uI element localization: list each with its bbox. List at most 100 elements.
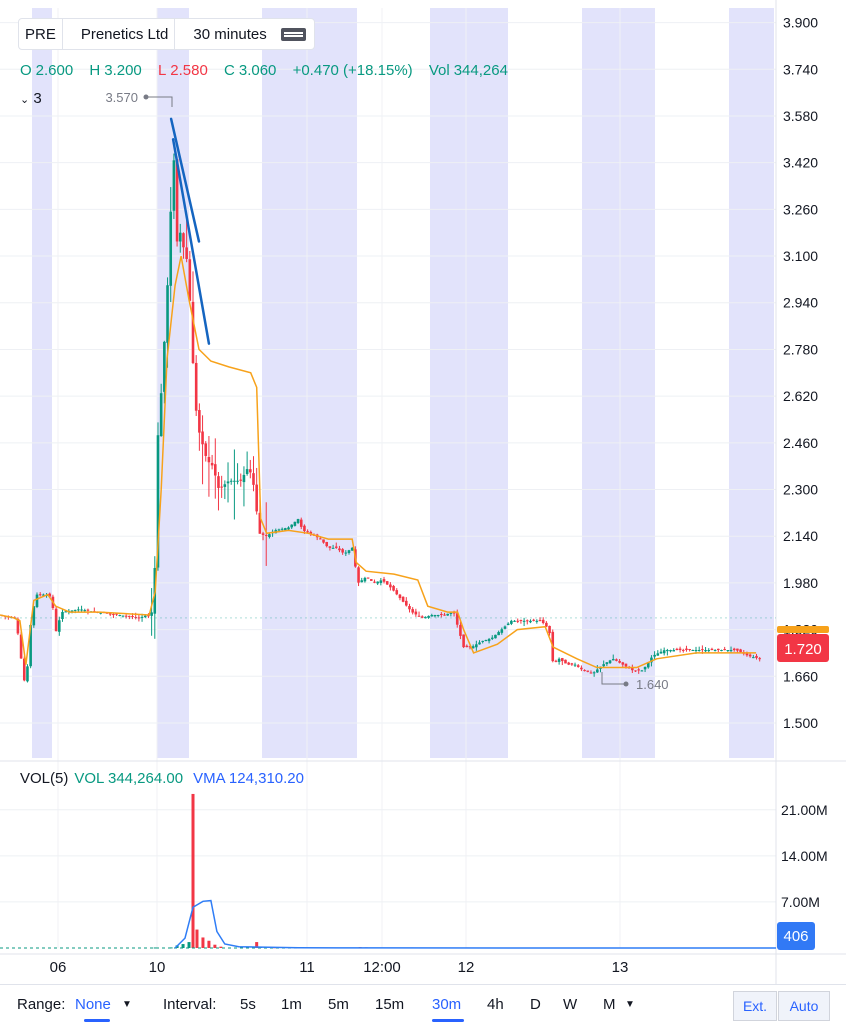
candle-body [729, 650, 733, 652]
candle-body [54, 608, 58, 632]
volume-legend: VOL(5) VOL 344,264.00 VMA 124,310.20 [20, 770, 304, 787]
candle-body [481, 640, 485, 642]
candle-body [249, 469, 252, 473]
change-value: +0.470 (+18.15%) [292, 62, 413, 79]
candle-body [57, 620, 61, 632]
time-tick-label: 12:00 [363, 959, 401, 976]
candle-body [701, 649, 704, 651]
interval-30m[interactable]: 30m [432, 996, 462, 1013]
candle-body [121, 615, 125, 617]
volume-tick-label: 21.00M [781, 802, 828, 818]
candle-body [433, 615, 437, 617]
candle-body [287, 527, 290, 530]
range-dropdown[interactable]: None [75, 996, 111, 1013]
candle-body [736, 648, 739, 651]
candle-body [306, 531, 309, 533]
candle-body [564, 659, 567, 664]
symbol-separator [61, 19, 75, 49]
candle-body [299, 519, 303, 527]
candle-body [666, 650, 669, 652]
candle-body [672, 650, 676, 652]
candle-body [163, 341, 166, 392]
candle-body [424, 616, 427, 619]
candle-body [583, 670, 586, 672]
interval-label: Interval: [163, 996, 217, 1013]
candle-body [506, 623, 510, 626]
interval-5m[interactable]: 5m [328, 996, 349, 1013]
candle-body [723, 649, 726, 651]
candle-body [513, 620, 516, 622]
candle-body [239, 479, 243, 481]
interval-15m[interactable]: 15m [375, 996, 405, 1013]
candle-body [401, 596, 405, 602]
candle-body [398, 594, 402, 599]
candle-body [207, 457, 211, 463]
candle-body [653, 654, 656, 657]
candle-body [350, 547, 354, 551]
candle-body [561, 658, 564, 662]
price-tick-label: 3.100 [783, 248, 818, 264]
candle-body [541, 619, 545, 624]
interval-1m[interactable]: 1m [281, 996, 302, 1013]
candle-body [621, 662, 625, 665]
candle-body [334, 546, 338, 548]
interval-w[interactable]: W [563, 996, 578, 1013]
candle-body [112, 614, 115, 616]
candle-body [615, 659, 618, 661]
session-band [32, 8, 52, 758]
candle-body [159, 393, 163, 437]
auto-button[interactable]: Auto [778, 991, 830, 1021]
candle-body [236, 480, 239, 482]
candle-body [73, 609, 77, 611]
candle-body [322, 539, 325, 543]
volume-bar [169, 947, 173, 949]
interval-4h[interactable]: 4h [487, 996, 504, 1013]
interval-5s[interactable]: 5s [240, 996, 256, 1013]
candle-body [22, 658, 26, 681]
session-band [430, 8, 508, 758]
candle-body [182, 233, 185, 248]
interval-caret-icon[interactable]: ▼ [625, 999, 635, 1010]
price-tick-label: 2.780 [783, 341, 818, 357]
ext-button[interactable]: Ext. [733, 991, 777, 1021]
candle-body [414, 611, 418, 615]
candle-body [86, 609, 90, 611]
candle-body [538, 620, 542, 622]
interval-d[interactable]: D [530, 996, 541, 1013]
candle-body [124, 615, 128, 617]
time-tick-label: 06 [50, 959, 67, 976]
time-tick-label: 10 [149, 959, 166, 976]
candle-body [605, 662, 609, 665]
close-label: C [224, 62, 235, 79]
candle-body [487, 639, 491, 642]
interval-m[interactable]: M [603, 996, 616, 1013]
description-icon[interactable] [280, 27, 306, 41]
candle-body [449, 612, 453, 614]
volume-bar [213, 944, 217, 948]
candle-body [500, 629, 504, 633]
candle-body [681, 649, 685, 651]
candle-body [596, 669, 599, 673]
session-band [157, 8, 189, 758]
volume-bar [187, 942, 191, 948]
volume-bar [195, 929, 199, 948]
volume-indicator-value: VOL 344,264.00 [74, 770, 184, 787]
indicators-toggle[interactable]: ⌄ 3 [20, 90, 42, 107]
candle-body [134, 617, 138, 619]
candle-body [226, 481, 230, 484]
price-tick-label: 2.620 [783, 388, 818, 404]
price-tick-label: 2.460 [783, 435, 818, 451]
candle-body [548, 625, 551, 634]
candle-body [557, 658, 561, 662]
range-underline [84, 1019, 110, 1022]
candle-body [678, 648, 682, 651]
candle-body [494, 634, 497, 639]
range-label: Range: [17, 996, 66, 1013]
candle-body [637, 669, 641, 671]
symbol-legend[interactable]: PRE Prenetics Ltd 30 minutes [18, 18, 315, 50]
candle-body [707, 650, 711, 652]
candle-body [519, 619, 523, 621]
price-chart[interactable]: 3.570 1.640 3.900 3.740 3.580 3.420 3.260 3.100… [0, 0, 846, 984]
candle-body [436, 615, 440, 617]
range-caret-icon[interactable]: ▼ [122, 999, 132, 1010]
